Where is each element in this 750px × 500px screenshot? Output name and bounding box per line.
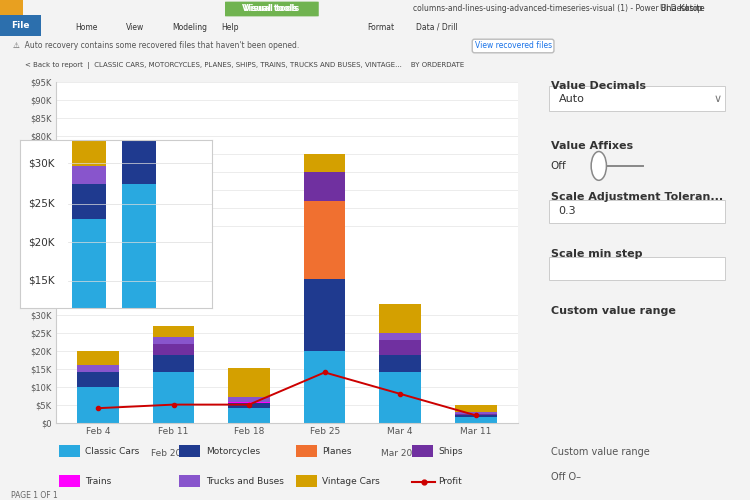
Bar	[304, 154, 346, 172]
Bar	[153, 354, 194, 372]
Bar	[455, 414, 497, 416]
FancyBboxPatch shape	[225, 2, 319, 16]
Text: Una Kosite: Una Kosite	[660, 4, 705, 13]
Text: Trucks and Buses: Trucks and Buses	[206, 477, 284, 486]
Text: Custom value range: Custom value range	[550, 306, 676, 316]
Text: columns-and-lines-using-advanced-timeseries-visual (1) - Power BI Desktop: columns-and-lines-using-advanced-timeser…	[413, 4, 702, 13]
Text: Off: Off	[550, 161, 566, 171]
Bar	[0, 0, 22, 16]
Text: Custom value range: Custom value range	[550, 447, 650, 457]
Text: $15K: $15K	[28, 276, 55, 285]
Bar	[296, 445, 316, 457]
FancyBboxPatch shape	[548, 86, 725, 111]
Text: View: View	[126, 22, 144, 32]
Text: Scale min step: Scale min step	[550, 250, 642, 260]
Bar	[228, 403, 270, 408]
Text: Feb 2018: Feb 2018	[151, 450, 193, 458]
Bar	[0, 15, 41, 36]
Bar	[380, 340, 421, 354]
Bar	[77, 365, 118, 372]
Bar	[455, 412, 497, 414]
Bar	[77, 351, 118, 365]
Text: Visual tools: Visual tools	[244, 4, 299, 14]
Bar	[296, 475, 316, 487]
Bar	[304, 200, 346, 280]
Bar	[72, 140, 106, 166]
Bar	[77, 386, 118, 422]
Text: ∨: ∨	[713, 94, 722, 104]
Bar	[228, 368, 270, 396]
Bar	[153, 344, 194, 354]
Bar	[228, 402, 270, 403]
Text: Scale Adjustment Toleran...: Scale Adjustment Toleran...	[550, 192, 723, 202]
Bar	[122, 184, 156, 308]
Bar	[72, 166, 106, 184]
Text: Auto: Auto	[559, 94, 584, 104]
Text: ⚠  Auto recovery contains some recovered files that haven't been opened.: ⚠ Auto recovery contains some recovered …	[13, 42, 299, 50]
Bar	[228, 408, 270, 422]
Bar	[228, 396, 270, 402]
Text: Value Decimals: Value Decimals	[550, 80, 646, 90]
Text: Off O–: Off O–	[550, 472, 580, 482]
Bar	[58, 445, 80, 457]
Bar	[304, 172, 346, 201]
Bar	[0, 0, 750, 16]
Text: Data / Drill: Data / Drill	[416, 22, 458, 32]
Bar	[304, 351, 346, 422]
Bar	[72, 220, 106, 308]
Bar	[58, 475, 80, 487]
Text: PAGE 1 OF 1: PAGE 1 OF 1	[10, 490, 58, 500]
Bar	[304, 280, 346, 351]
Text: < Back to report  |  CLASSIC CARS, MOTORCYCLES, PLANES, SHIPS, TRAINS, TRUCKS AN: < Back to report | CLASSIC CARS, MOTORCY…	[25, 62, 464, 69]
Text: 0.3: 0.3	[559, 206, 576, 216]
Bar	[72, 184, 106, 220]
Text: Vintage Cars: Vintage Cars	[322, 477, 380, 486]
Text: Modeling: Modeling	[172, 22, 208, 32]
Bar	[412, 445, 433, 457]
Bar	[179, 445, 200, 457]
Text: Planes: Planes	[322, 447, 352, 456]
Bar	[77, 372, 118, 386]
Text: Profit: Profit	[439, 477, 462, 486]
Text: Home: Home	[75, 22, 98, 32]
Text: $30K: $30K	[28, 158, 55, 168]
Circle shape	[591, 152, 607, 180]
Bar	[380, 354, 421, 372]
Text: Visual tools: Visual tools	[242, 4, 298, 13]
Text: Trains: Trains	[85, 477, 111, 486]
Text: $20K: $20K	[28, 237, 55, 247]
Bar	[122, 122, 156, 140]
Bar	[153, 372, 194, 422]
Text: Motorcycles: Motorcycles	[206, 447, 260, 456]
Bar	[380, 372, 421, 422]
Bar	[455, 417, 497, 422]
Bar	[455, 416, 497, 417]
Text: Ships: Ships	[439, 447, 463, 456]
Bar	[153, 326, 194, 336]
Text: Help: Help	[221, 22, 238, 32]
Text: Mar 2018: Mar 2018	[381, 450, 424, 458]
FancyBboxPatch shape	[548, 257, 725, 280]
Bar	[380, 304, 421, 333]
Text: File: File	[11, 21, 29, 30]
Text: View recovered files: View recovered files	[475, 42, 552, 50]
Text: Value Affixes: Value Affixes	[550, 142, 633, 152]
Text: $25K: $25K	[28, 198, 55, 208]
Bar	[153, 336, 194, 344]
Bar	[122, 140, 156, 184]
Text: Classic Cars: Classic Cars	[85, 447, 140, 456]
Bar	[455, 404, 497, 412]
FancyBboxPatch shape	[548, 200, 725, 223]
Text: Format: Format	[368, 22, 394, 32]
Bar	[380, 333, 421, 340]
Bar	[179, 475, 200, 487]
